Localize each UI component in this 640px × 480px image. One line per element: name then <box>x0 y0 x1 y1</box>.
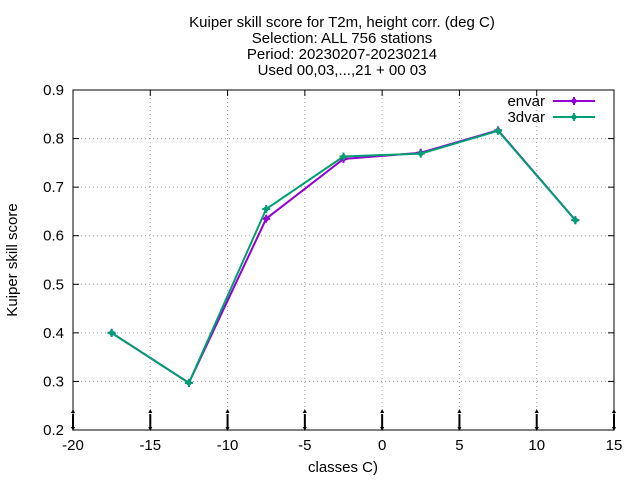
bottom-marker-cap-top <box>302 409 307 413</box>
bottom-marker-cap-bottom <box>225 427 230 431</box>
y-axis-ticks: 0.2 0.3 0.4 0.5 0.6 0.7 0.8 0.9 <box>43 82 614 439</box>
y-tick-label: 0.2 <box>43 422 64 439</box>
y-tick-label: 0.4 <box>43 325 64 342</box>
bottom-marker-cap-top <box>457 409 462 413</box>
data-point-3dvar <box>107 328 116 337</box>
bottom-marker-cap-top <box>225 409 230 413</box>
title-line-4: Used 00,03,...,21 + 00 03 <box>258 62 427 79</box>
title-line-1: Kuiper skill score for T2m, height corr.… <box>189 14 495 31</box>
x-axis-label: classes C) <box>308 459 378 476</box>
title-line-3: Period: 20230207-20230214 <box>247 46 437 63</box>
series-group <box>107 126 580 387</box>
bottom-marker-cap-top <box>71 409 75 413</box>
y-tick-label: 0.9 <box>43 82 64 99</box>
bottom-marker-cap-top <box>380 409 385 413</box>
x-axis-ticks: -20 -15 -10 -5 0 5 10 15 <box>62 90 622 454</box>
bottom-marker-cap-bottom <box>534 427 539 431</box>
legend-label-3dvar: 3dvar <box>507 109 545 126</box>
bottom-marker-cap-bottom <box>612 427 616 431</box>
data-point-3dvar <box>339 152 348 161</box>
x-tick-label: -20 <box>62 437 84 454</box>
data-point-3dvar <box>571 216 580 225</box>
data-point-envar <box>262 214 271 223</box>
bottom-marker-cap-bottom <box>302 427 307 431</box>
bottom-marker-cap-bottom <box>148 427 153 431</box>
x-tick-label: 0 <box>378 437 386 454</box>
bottom-marker-cap-top <box>534 409 539 413</box>
y-tick-label: 0.6 <box>43 228 64 245</box>
x-tick-label: -15 <box>139 437 161 454</box>
y-tick-label: 0.8 <box>43 131 64 148</box>
y-tick-label: 0.5 <box>43 276 64 293</box>
series-line-envar <box>111 129 577 385</box>
series-3dvar <box>107 126 580 387</box>
series-line-3dvar <box>111 129 577 385</box>
x-tick-label: 5 <box>455 437 463 454</box>
bottom-marker-cap-bottom <box>457 427 462 431</box>
title-line-2: Selection: ALL 756 stations <box>252 30 432 47</box>
bottom-marker-cap-top <box>148 409 153 413</box>
data-point-3dvar <box>184 378 193 387</box>
x-tick-label: 15 <box>606 437 623 454</box>
x-tick-label: -10 <box>217 437 239 454</box>
grid <box>73 90 614 430</box>
data-point-3dvar <box>494 126 503 135</box>
x-tick-label: -5 <box>298 437 311 454</box>
y-axis-label: Kuiper skill score <box>4 203 21 316</box>
plot-frame <box>72 89 615 431</box>
y-tick-label: 0.3 <box>43 373 64 390</box>
chart-title: Kuiper skill score for T2m, height corr.… <box>189 14 495 79</box>
legend-marker-envar <box>570 97 578 105</box>
legend-marker-3dvar <box>570 113 578 121</box>
series-envar <box>107 126 580 387</box>
bottom-marker-cap-bottom <box>380 427 385 431</box>
bottom-marker-cap-bottom <box>71 427 75 431</box>
bottom-markers <box>71 409 616 431</box>
bottom-marker-cap-top <box>612 409 616 413</box>
data-point-3dvar <box>262 205 271 213</box>
x-tick-label: 10 <box>528 437 545 454</box>
data-point-3dvar <box>416 149 425 158</box>
legend-label-envar: envar <box>507 93 545 110</box>
y-tick-label: 0.7 <box>43 179 64 196</box>
